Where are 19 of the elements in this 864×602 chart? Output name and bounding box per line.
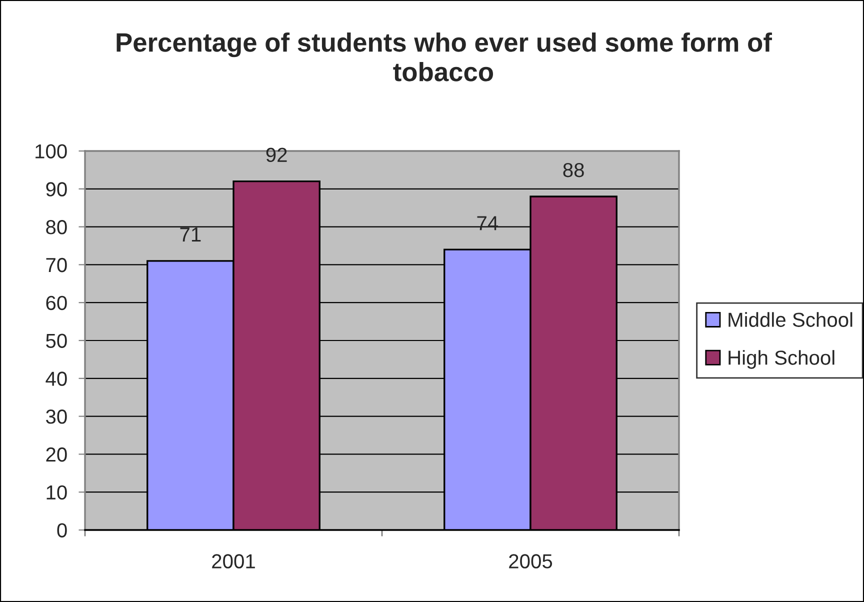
y-tick-label: 20: [46, 447, 67, 462]
x-tick-label: 2005: [509, 554, 552, 568]
y-tick-label: 10: [46, 485, 67, 500]
y-tick-label: 70: [46, 258, 67, 272]
y-tick-label: 30: [46, 410, 67, 424]
y-tick-label: 40: [46, 372, 67, 386]
y-tick-label: 80: [46, 220, 67, 234]
data-label: 92: [266, 148, 287, 162]
x-tick-label: 2001: [212, 554, 255, 568]
data-label: 88: [563, 162, 584, 178]
y-tick-label: 90: [46, 182, 67, 196]
y-tick-label: 0: [57, 523, 67, 538]
y-tick-label: 50: [46, 334, 67, 348]
legend-label: Middle School: [728, 312, 852, 327]
legend-label: High School: [728, 350, 834, 369]
y-tick-label: 60: [46, 296, 67, 310]
y-tick-label: 100: [36, 144, 67, 158]
chart-title: Percentage of students who ever used some form of tobacco: [116, 32, 772, 82]
data-label: 71: [180, 228, 201, 242]
